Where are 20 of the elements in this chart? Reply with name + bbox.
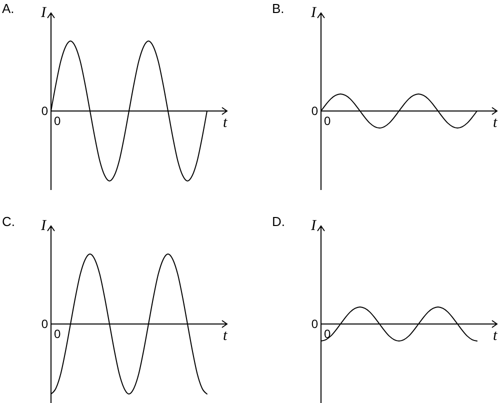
annotation: 0 (324, 114, 331, 128)
chart-title: D. (272, 214, 285, 229)
y-axis-title: I (310, 218, 317, 234)
annotation: 0 (54, 327, 61, 341)
text: 0 (311, 104, 318, 118)
chart-title: B. (272, 1, 284, 16)
x-axis-title: t (493, 115, 498, 131)
x-axis-title: t (223, 328, 228, 344)
text: 0 (311, 317, 318, 331)
chart-title: C. (2, 214, 15, 229)
x-axis-title: t (223, 115, 228, 131)
y-axis-title: I (40, 218, 47, 234)
chart-title: A. (2, 1, 14, 16)
y-axis-title: I (40, 5, 47, 21)
annotation: 0 (54, 114, 61, 128)
y-axis-title: I (310, 5, 317, 21)
annotation: 0 (324, 327, 331, 341)
x-axis-title: t (493, 328, 498, 344)
text: 0 (41, 317, 48, 331)
text: 0 (41, 104, 48, 118)
